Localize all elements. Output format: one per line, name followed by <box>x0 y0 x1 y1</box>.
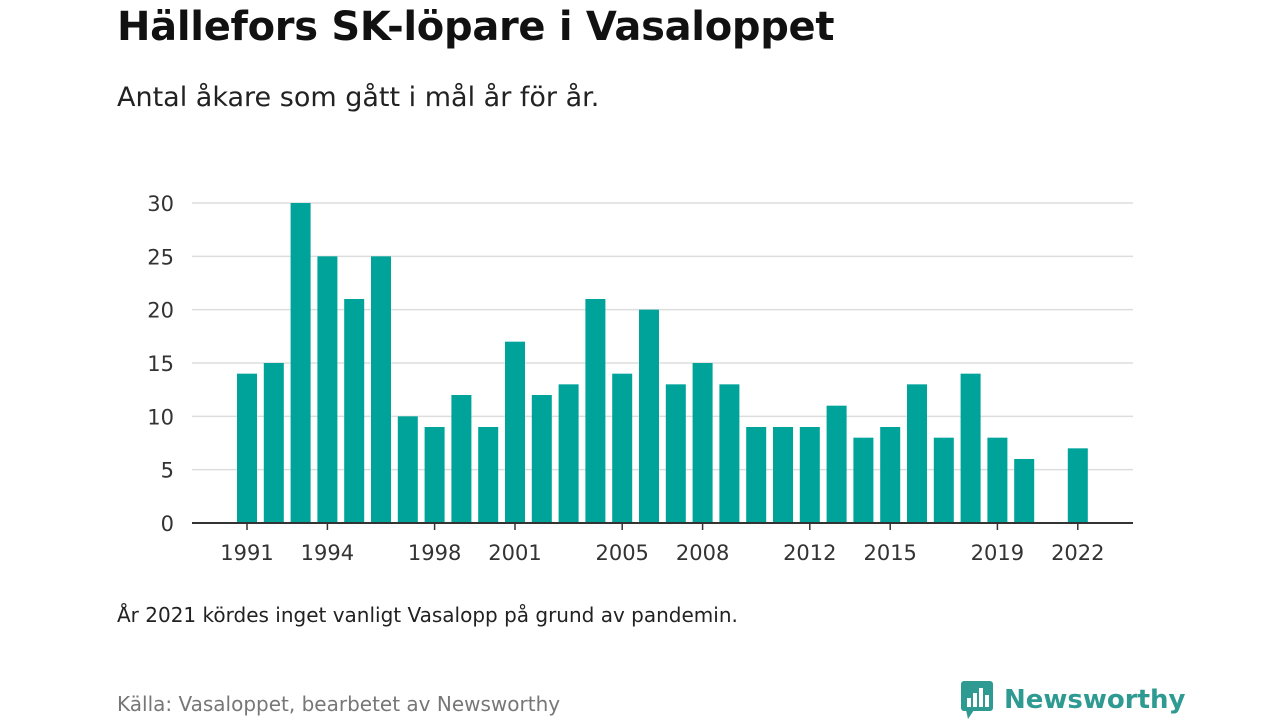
bar-2007 <box>665 384 686 523</box>
bar-2018 <box>960 373 981 523</box>
chart-title: Hällefors SK-löpare i Vasaloppet <box>117 4 835 50</box>
brand-logo[interactable]: Newsworthy <box>960 680 1185 720</box>
bar-2016 <box>907 384 927 523</box>
y-tick-label: 10 <box>147 405 174 429</box>
x-tick-label: 1998 <box>408 541 461 565</box>
newsworthy-logo-icon <box>961 681 993 719</box>
y-tick-label: 5 <box>161 459 174 483</box>
bar-1996 <box>371 256 391 523</box>
y-tick-label: 15 <box>147 352 174 376</box>
bar-1998 <box>424 427 445 523</box>
bar-2019 <box>987 437 1008 523</box>
bar-2017 <box>933 437 954 523</box>
bar-1992 <box>263 363 284 523</box>
x-tick-label: 2012 <box>783 541 836 565</box>
x-tick-label: 2015 <box>863 541 916 565</box>
bar-2000 <box>478 427 499 523</box>
bar-2001 <box>505 341 525 523</box>
bar-chart: 0 5 10 15 20 25 30 1991 1994 1998 2001 2005 2008 2012… <box>147 192 1133 565</box>
bar-2013 <box>826 405 847 523</box>
y-tick-label: 30 <box>147 192 174 216</box>
x-tick-label: 2001 <box>488 541 541 565</box>
chart-subtitle: Antal åkare som gått i mål år för år. <box>117 82 600 113</box>
x-tick-label: 2008 <box>676 541 729 565</box>
y-tick-label: 0 <box>161 512 174 536</box>
y-tick-label: 25 <box>147 245 174 269</box>
bar-2009 <box>719 384 740 523</box>
bar-2003 <box>558 384 579 523</box>
bar-2005 <box>612 373 633 523</box>
bar-2015 <box>880 427 901 523</box>
bar-1994 <box>317 256 338 523</box>
chart-note: År 2021 kördes inget vanligt Vasalopp på… <box>117 603 738 627</box>
y-tick-label: 20 <box>147 299 174 323</box>
bar-2022 <box>1067 448 1088 523</box>
bar-2020 <box>1014 459 1035 523</box>
bar-2006 <box>639 309 659 523</box>
bar-2014 <box>853 437 874 523</box>
bar-2011 <box>773 427 793 523</box>
x-tick-label: 2005 <box>595 541 648 565</box>
bar-2012 <box>799 427 820 523</box>
bar-2008 <box>692 363 713 523</box>
bar-2010 <box>746 427 767 523</box>
bar-1997 <box>397 416 418 523</box>
brand-name: Newsworthy <box>1004 685 1186 715</box>
bar-2004 <box>585 299 606 523</box>
x-tick-label: 2019 <box>971 541 1024 565</box>
bar-1991 <box>237 373 257 523</box>
bar-1999 <box>451 395 472 523</box>
source-text: Källa: Vasaloppet, bearbetet av Newswort… <box>117 692 561 716</box>
x-tick-label: 1991 <box>220 541 273 565</box>
bar-1995 <box>344 299 365 523</box>
x-tick-label: 2022 <box>1051 541 1104 565</box>
bar-1993 <box>290 203 311 523</box>
bar-2002 <box>531 395 552 523</box>
x-tick-label: 1994 <box>301 541 354 565</box>
